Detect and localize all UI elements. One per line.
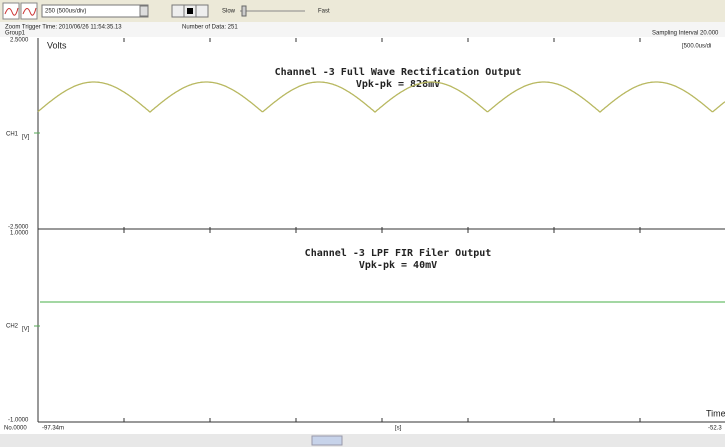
channel-unit: [V] [22, 135, 30, 141]
y-min: -2.5000 [8, 225, 29, 231]
div-label: [500.0us/di [682, 44, 711, 50]
icon [22, 7, 37, 16]
channel: CH2 [6, 324, 19, 330]
tool-button[interactable] [20, 2, 38, 20]
scrollbar[interactable] [0, 434, 725, 447]
trigger-time: Zoom Trigger Time: 2010/06/26 11:54:35.1… [5, 25, 122, 31]
fast-label: Fast [318, 9, 330, 15]
scroll-thumb[interactable] [311, 435, 343, 446]
data-count: Number of Data: 251 [182, 25, 238, 31]
x-end: -52.3 [708, 426, 722, 432]
y-max: 2.5000 [10, 38, 29, 44]
sampling: Sampling Interval 20.000 [652, 31, 719, 37]
dropdown-arrow[interactable] [139, 5, 149, 17]
channel-unit: [V] [22, 327, 30, 333]
prev-button[interactable] [171, 4, 185, 18]
group: Group1 [5, 31, 26, 37]
next-button[interactable] [195, 4, 209, 18]
y-min: -1.0000 [8, 418, 29, 424]
y-max: 1.0000 [10, 231, 29, 237]
slow-label: Slow [222, 9, 236, 15]
plot-title: Channel -3 Full Wave Rectification Outpu… [275, 66, 522, 78]
unit-label: Volts [47, 40, 67, 50]
icon [187, 8, 193, 14]
slider-thumb[interactable] [241, 5, 247, 17]
x-unit: [s] [395, 426, 402, 432]
vpp: Vpk-pk = 828mV [356, 79, 440, 90]
plot-title: Channel -3 LPF FIR Filer Output [305, 247, 492, 259]
x-start: -97.34m [42, 426, 64, 432]
tool-button[interactable] [2, 2, 20, 20]
index: No.0000 [4, 426, 27, 432]
info-bar [0, 22, 725, 37]
channel: CH1 [6, 132, 19, 138]
vpp: Vpk-pk = 40mV [359, 260, 437, 271]
icon [4, 7, 19, 16]
waveform [37, 81, 725, 113]
timebase: 250 (500us/div) [45, 9, 86, 15]
axis-label: Time [706, 408, 725, 418]
